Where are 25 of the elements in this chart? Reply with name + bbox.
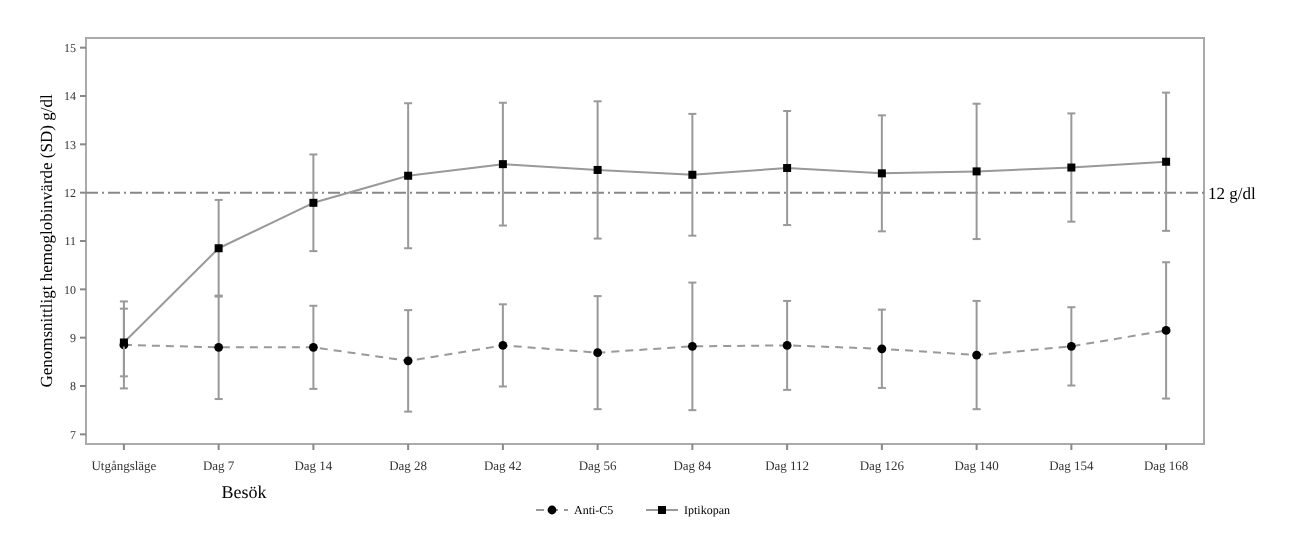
point bbox=[214, 342, 224, 352]
point bbox=[309, 198, 318, 207]
x-axis-title: Besök bbox=[221, 482, 268, 502]
y-axis-title: Genomsnittligt hemoglobinvärde (SD) g/dl bbox=[36, 93, 56, 388]
point bbox=[403, 356, 413, 366]
point bbox=[593, 165, 602, 174]
point bbox=[498, 160, 507, 169]
point bbox=[783, 164, 792, 173]
point bbox=[782, 341, 792, 350]
point bbox=[214, 244, 223, 253]
point bbox=[1161, 326, 1171, 335]
ref-line-label: 12 g/dl bbox=[1208, 182, 1257, 203]
point bbox=[972, 167, 981, 176]
point bbox=[1066, 341, 1076, 351]
point bbox=[687, 341, 697, 351]
point bbox=[1162, 157, 1171, 166]
point bbox=[688, 170, 697, 179]
point bbox=[593, 348, 603, 358]
point bbox=[877, 169, 886, 178]
point bbox=[877, 344, 887, 354]
point bbox=[972, 350, 982, 360]
point bbox=[1067, 163, 1076, 172]
point bbox=[404, 171, 413, 180]
point bbox=[308, 342, 318, 352]
point bbox=[498, 341, 508, 350]
